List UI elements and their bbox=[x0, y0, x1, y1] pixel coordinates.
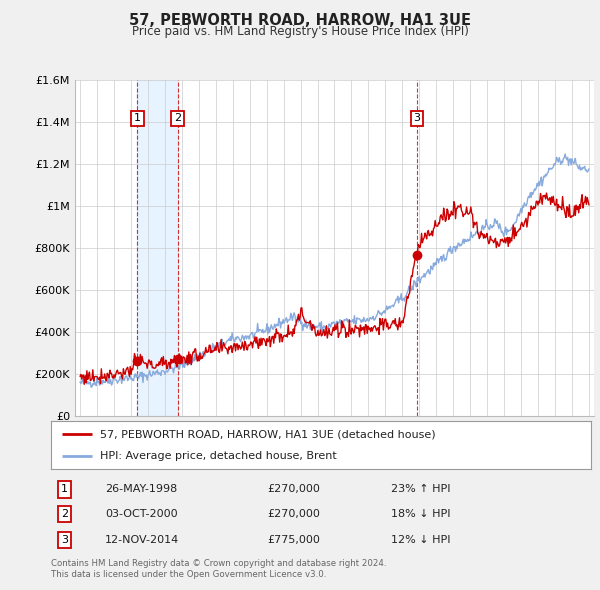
Text: 2: 2 bbox=[174, 113, 181, 123]
Text: 23% ↑ HPI: 23% ↑ HPI bbox=[391, 484, 451, 494]
Text: Contains HM Land Registry data © Crown copyright and database right 2024.
This d: Contains HM Land Registry data © Crown c… bbox=[51, 559, 386, 579]
Text: 18% ↓ HPI: 18% ↓ HPI bbox=[391, 509, 451, 519]
Text: 12% ↓ HPI: 12% ↓ HPI bbox=[391, 535, 451, 545]
Text: 3: 3 bbox=[413, 113, 421, 123]
Text: 1: 1 bbox=[61, 484, 68, 494]
Text: HPI: Average price, detached house, Brent: HPI: Average price, detached house, Bren… bbox=[100, 451, 337, 461]
Text: 12-NOV-2014: 12-NOV-2014 bbox=[105, 535, 179, 545]
Text: £775,000: £775,000 bbox=[267, 535, 320, 545]
Text: 57, PEBWORTH ROAD, HARROW, HA1 3UE: 57, PEBWORTH ROAD, HARROW, HA1 3UE bbox=[129, 13, 471, 28]
Text: £270,000: £270,000 bbox=[267, 484, 320, 494]
Text: 57, PEBWORTH ROAD, HARROW, HA1 3UE (detached house): 57, PEBWORTH ROAD, HARROW, HA1 3UE (deta… bbox=[100, 429, 435, 439]
Text: £270,000: £270,000 bbox=[267, 509, 320, 519]
Text: 1: 1 bbox=[134, 113, 141, 123]
Bar bbox=[137, 80, 178, 416]
Text: 2: 2 bbox=[61, 509, 68, 519]
Text: 3: 3 bbox=[61, 535, 68, 545]
Text: Price paid vs. HM Land Registry's House Price Index (HPI): Price paid vs. HM Land Registry's House … bbox=[131, 25, 469, 38]
Text: 26-MAY-1998: 26-MAY-1998 bbox=[105, 484, 177, 494]
Text: 03-OCT-2000: 03-OCT-2000 bbox=[105, 509, 178, 519]
